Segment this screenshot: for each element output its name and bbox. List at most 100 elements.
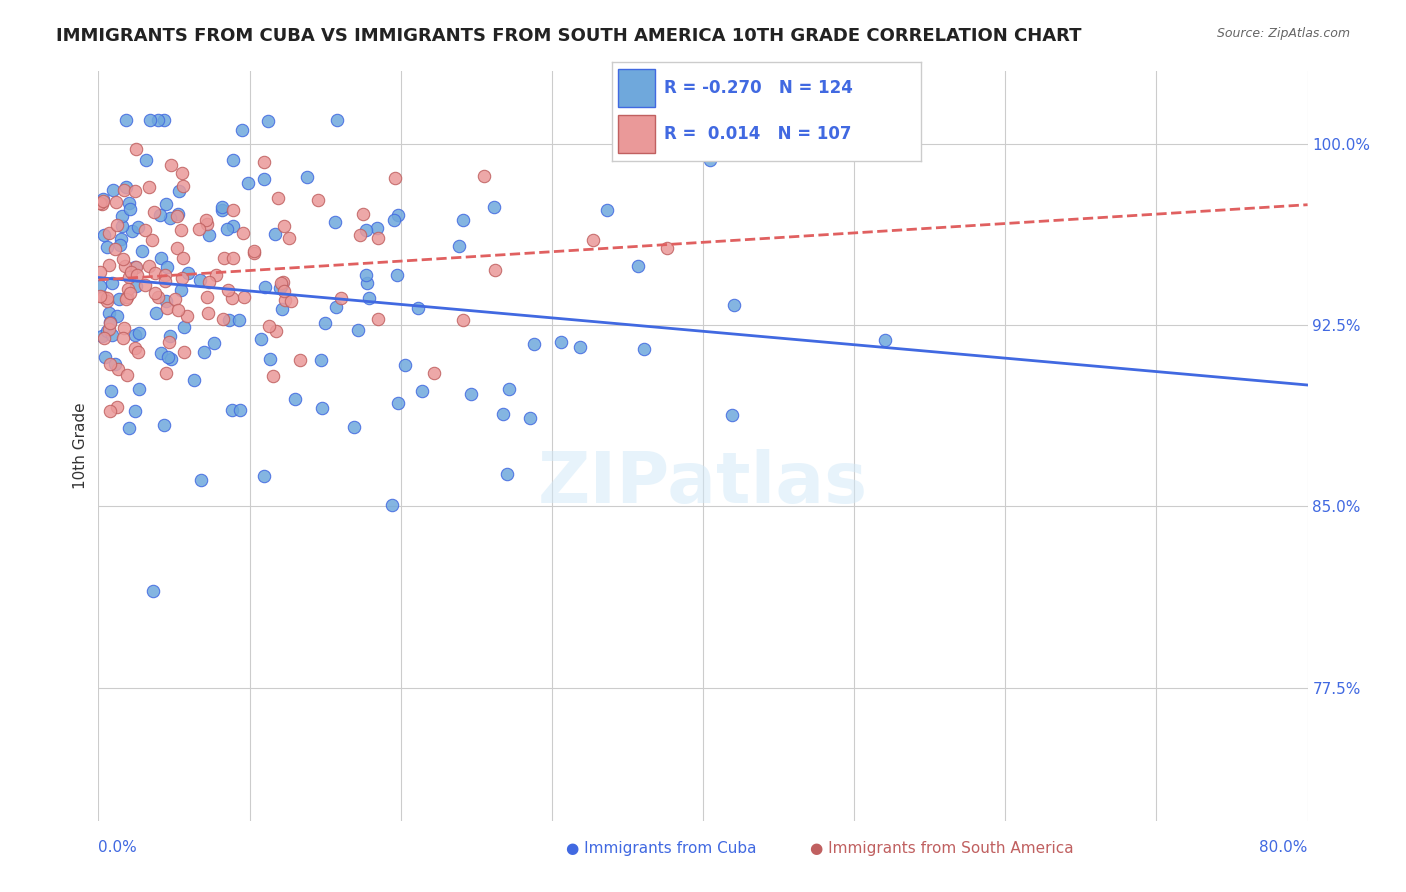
Point bbox=[284, 392, 307, 406]
Point bbox=[141, 233, 163, 247]
Point bbox=[354, 268, 377, 283]
Point bbox=[460, 387, 482, 401]
Text: 80.0%: 80.0% bbox=[1260, 840, 1308, 855]
Point bbox=[188, 273, 211, 287]
Point bbox=[211, 203, 233, 218]
Point bbox=[195, 290, 218, 304]
Point bbox=[98, 258, 121, 272]
Point bbox=[262, 369, 284, 384]
Point bbox=[115, 112, 138, 127]
Point bbox=[124, 341, 146, 355]
Point bbox=[273, 293, 295, 308]
Point bbox=[326, 112, 349, 127]
Point bbox=[453, 313, 475, 327]
Point bbox=[170, 284, 193, 298]
Point bbox=[153, 274, 176, 288]
Point bbox=[217, 221, 239, 235]
Point bbox=[121, 224, 143, 238]
Point bbox=[105, 195, 128, 210]
Point bbox=[387, 208, 409, 222]
Point bbox=[131, 244, 153, 259]
Point bbox=[98, 316, 121, 330]
Point bbox=[117, 282, 139, 296]
Point bbox=[145, 305, 167, 319]
Point bbox=[125, 279, 148, 293]
Point bbox=[125, 260, 148, 274]
Point bbox=[112, 183, 135, 197]
Point bbox=[266, 191, 288, 205]
Point bbox=[125, 268, 148, 283]
Point bbox=[228, 313, 250, 327]
Point bbox=[93, 290, 115, 304]
Point bbox=[366, 220, 388, 235]
Point bbox=[101, 276, 124, 290]
Point bbox=[156, 301, 179, 315]
Point bbox=[112, 320, 135, 334]
Bar bbox=[617, 115, 655, 153]
Point bbox=[110, 232, 132, 246]
Point bbox=[253, 154, 276, 169]
Point bbox=[153, 417, 176, 432]
Point bbox=[124, 328, 146, 343]
Point bbox=[568, 340, 591, 354]
Point bbox=[627, 259, 650, 273]
Point bbox=[449, 239, 471, 253]
Point bbox=[198, 275, 221, 289]
Point bbox=[205, 268, 228, 283]
Point bbox=[160, 351, 183, 366]
Point bbox=[153, 268, 176, 282]
Point bbox=[211, 200, 233, 214]
Point bbox=[236, 176, 259, 190]
Point bbox=[367, 230, 389, 244]
Point bbox=[165, 292, 187, 306]
Point bbox=[118, 286, 141, 301]
Point bbox=[107, 362, 129, 376]
Text: ● Immigrants from South America: ● Immigrants from South America bbox=[810, 841, 1074, 856]
Point bbox=[221, 292, 243, 306]
Point bbox=[90, 196, 112, 211]
Point bbox=[105, 309, 128, 323]
Text: R = -0.270   N = 124: R = -0.270 N = 124 bbox=[664, 79, 853, 97]
Point bbox=[173, 320, 195, 334]
Point bbox=[496, 467, 519, 482]
Point bbox=[167, 207, 190, 221]
Point bbox=[269, 281, 291, 295]
Point bbox=[278, 230, 301, 244]
Point bbox=[183, 373, 205, 387]
Point bbox=[498, 382, 520, 396]
Point bbox=[96, 294, 118, 309]
Point bbox=[188, 222, 211, 236]
Point bbox=[104, 357, 127, 371]
Point bbox=[197, 306, 219, 320]
Point bbox=[423, 366, 446, 380]
Point bbox=[138, 259, 160, 273]
Point bbox=[149, 251, 172, 265]
Point bbox=[97, 226, 120, 240]
Point bbox=[257, 114, 280, 128]
Point bbox=[89, 289, 111, 303]
Point bbox=[271, 277, 294, 292]
Point bbox=[384, 171, 406, 186]
Text: 0.0%: 0.0% bbox=[98, 840, 138, 855]
Point bbox=[96, 291, 118, 305]
Point bbox=[134, 278, 156, 293]
Point bbox=[329, 291, 352, 305]
Point bbox=[139, 112, 162, 127]
Point bbox=[98, 403, 121, 417]
Point bbox=[159, 329, 181, 343]
Point bbox=[523, 337, 546, 351]
Point bbox=[387, 396, 409, 410]
Point bbox=[218, 313, 240, 327]
Point bbox=[98, 306, 121, 320]
Point bbox=[127, 345, 149, 359]
Point bbox=[357, 291, 380, 305]
Point bbox=[221, 153, 243, 168]
Point bbox=[89, 196, 111, 211]
Point bbox=[173, 344, 195, 359]
Point bbox=[91, 329, 114, 343]
Point bbox=[356, 276, 378, 290]
Point bbox=[250, 332, 273, 346]
Point bbox=[367, 312, 389, 326]
Point bbox=[354, 222, 377, 236]
Point bbox=[89, 265, 111, 279]
